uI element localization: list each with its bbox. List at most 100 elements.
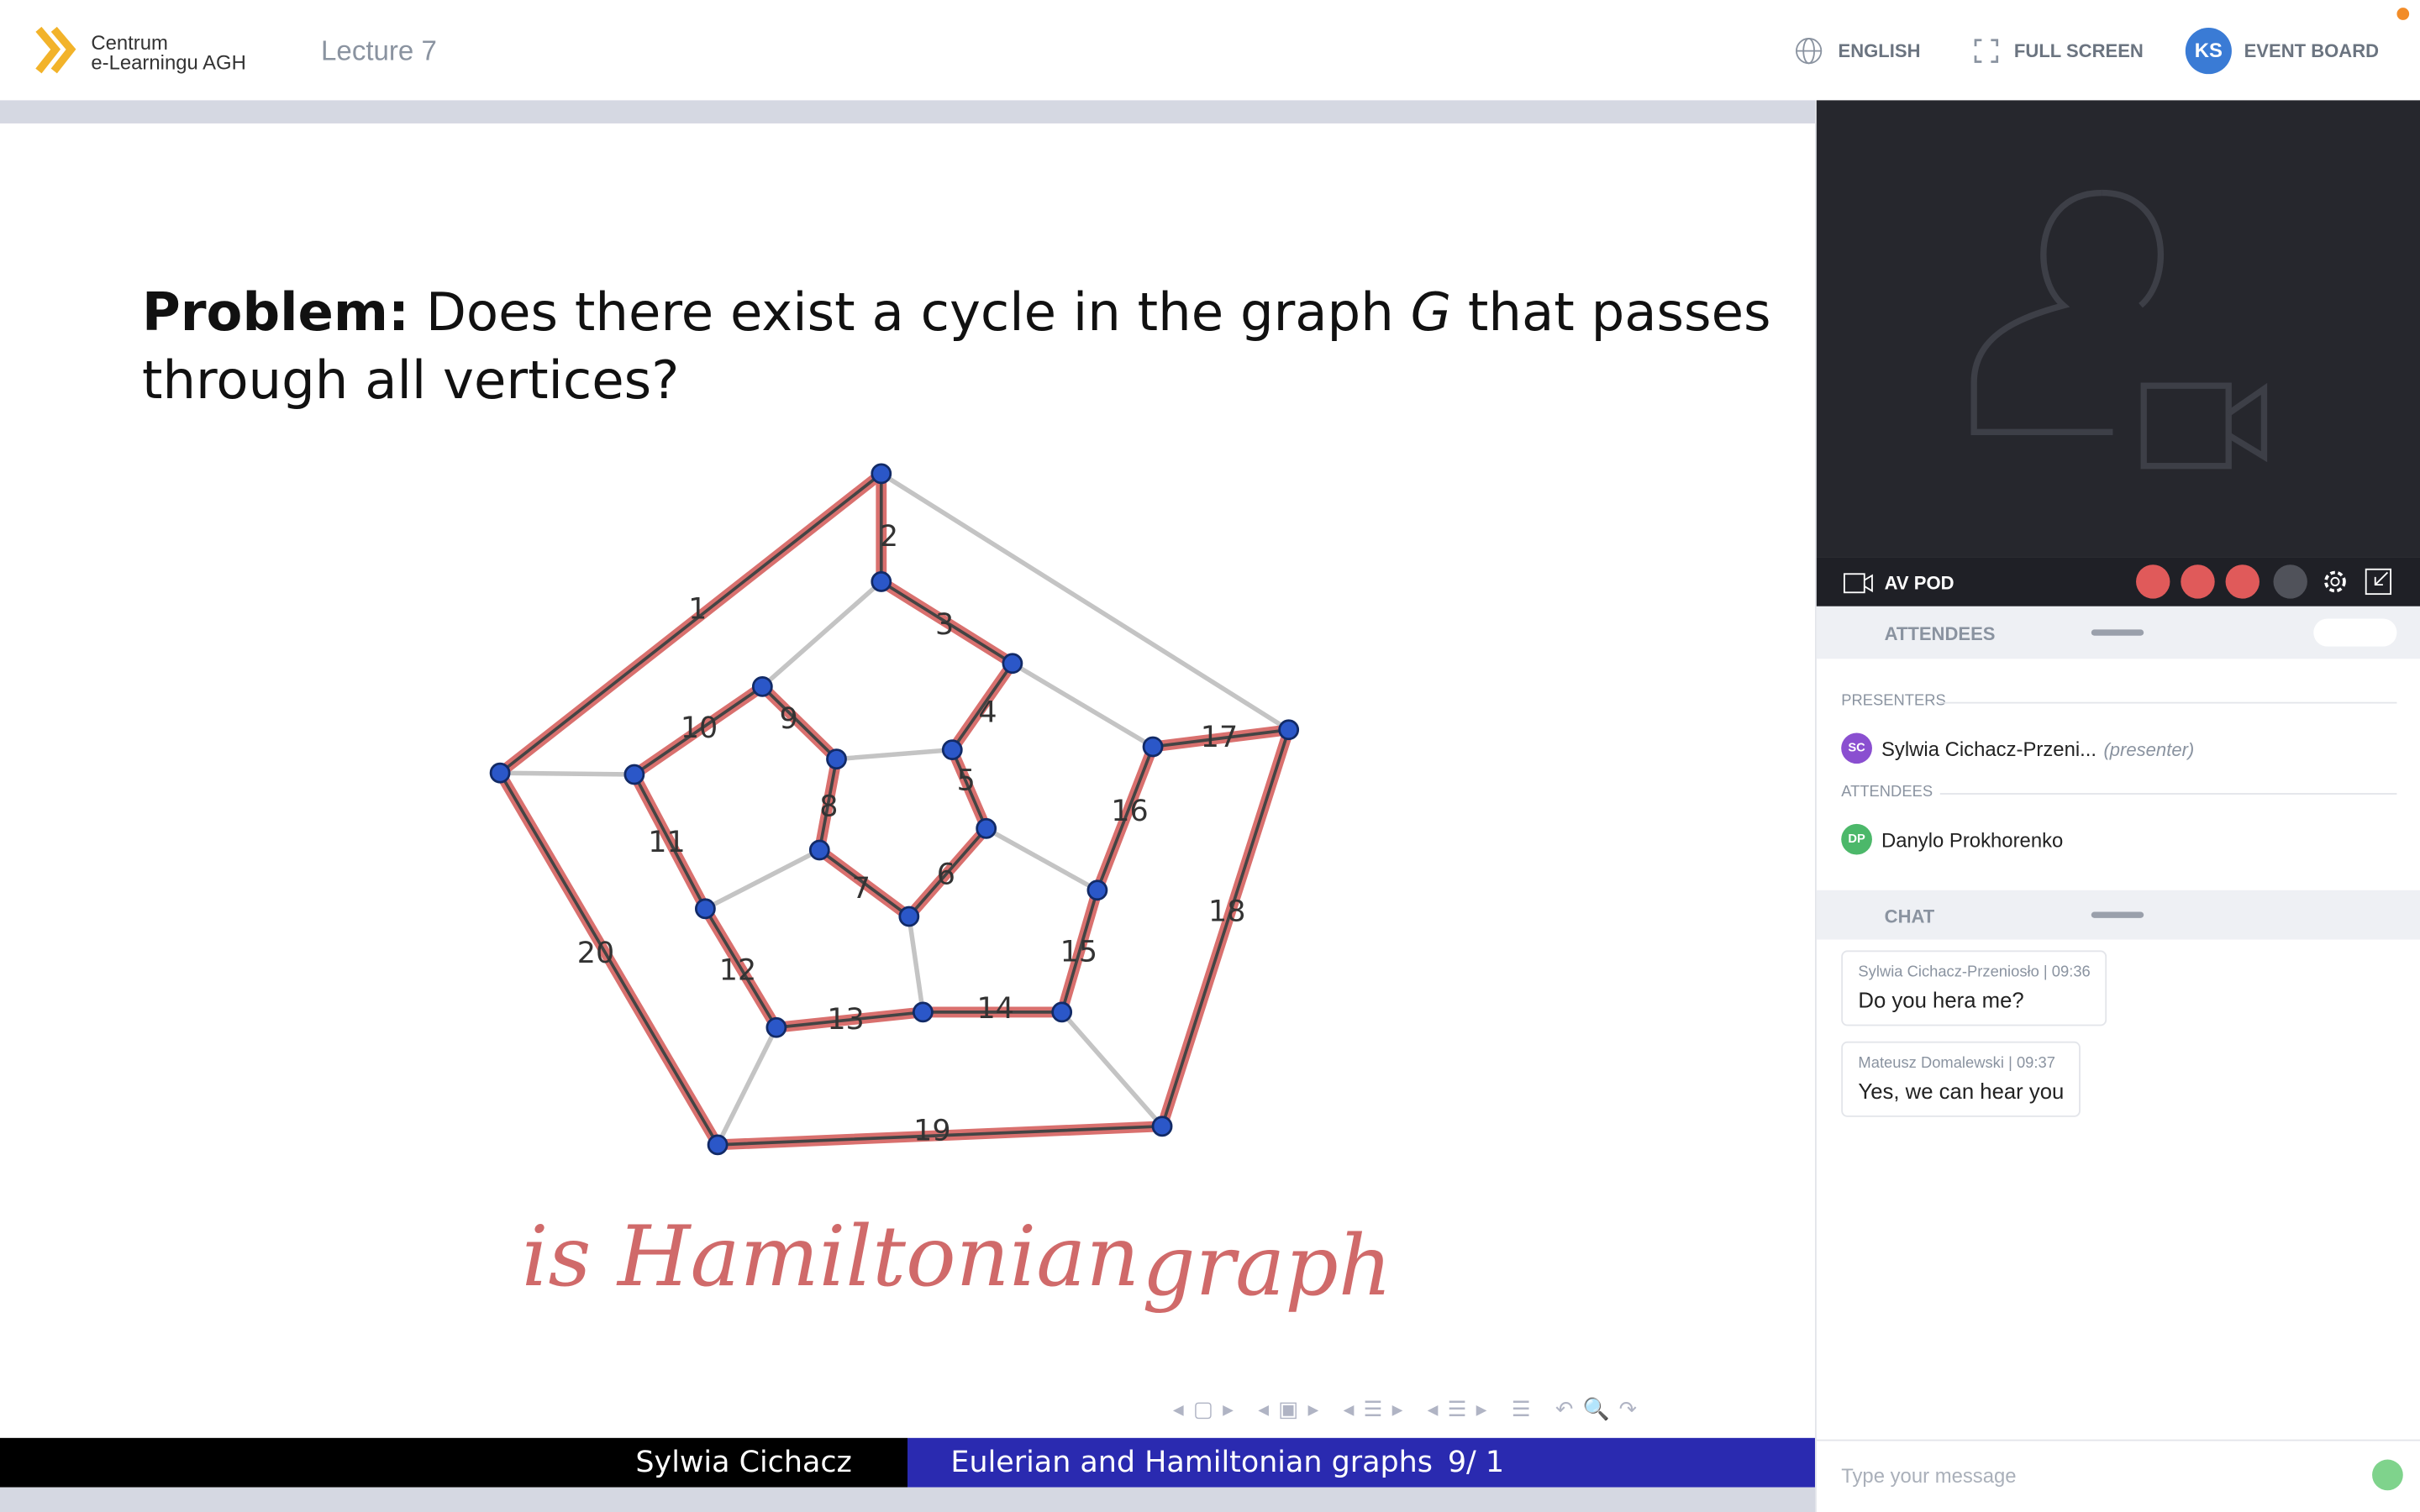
camera-toggle[interactable] (2136, 564, 2170, 599)
chat-message: Mateusz Domalewski | 09:37 Yes, we can h… (1841, 1041, 2081, 1117)
minimize-icon[interactable] (2363, 566, 2394, 597)
problem-text: that passes (1467, 282, 1771, 344)
presenter-role: (presenter) (2103, 738, 2195, 761)
graph-vertex (1086, 879, 1108, 901)
graph-edge (983, 826, 1100, 893)
message-meta: Mateusz Domalewski | 09:37 (1858, 1055, 2055, 1073)
edge-label: 1 (688, 593, 707, 627)
edge-label: 18 (1208, 895, 1245, 929)
notification-dot (2396, 8, 2410, 20)
graph-edge (633, 773, 708, 911)
graph-vertex (1142, 736, 1164, 758)
edge-label: 14 (976, 992, 1013, 1026)
chat-message: Sylwia Cichacz-Przeniosło | 09:36 Do you… (1841, 950, 2107, 1026)
slide-area: Problem: Does there exist a cycle in the… (0, 100, 1815, 1512)
language-button[interactable]: ENGLISH (1838, 39, 1921, 62)
lecture-title: Lecture 7 (321, 35, 437, 66)
graph-edge (907, 827, 988, 918)
graph-vertex (826, 748, 847, 770)
edge-label: 13 (827, 1003, 864, 1037)
video-area (1816, 100, 2420, 558)
message-text: Yes, we can hear you (1858, 1078, 2065, 1104)
graph-vertex (912, 1001, 934, 1023)
drag-handle[interactable] (2091, 911, 2144, 918)
graph-vertex (751, 675, 773, 697)
divider (1816, 1439, 2420, 1441)
footer-page: 9/ 1 (1447, 1446, 1505, 1480)
slide-top-bar (0, 100, 1815, 123)
graph-edge (703, 906, 778, 1030)
message-time: 09:37 (2016, 1055, 2055, 1073)
search-box[interactable] (2313, 618, 2397, 647)
chat-toggle[interactable] (2273, 564, 2307, 599)
camera-placeholder (1970, 189, 2268, 470)
av-toolbar: AV POD (1816, 557, 2420, 606)
edge-label: 9 (779, 702, 797, 736)
graph-edge (702, 848, 823, 911)
globe-icon[interactable] (1795, 37, 1823, 65)
graph-vertex (765, 1016, 787, 1038)
edge-label: 7 (852, 872, 871, 906)
graph-edge (498, 771, 719, 1147)
graph-vertex (941, 739, 963, 761)
graph-edge (818, 848, 911, 918)
footer-title-bar: Eulerian and Hamiltonian graphs 9/ 1 (907, 1437, 1815, 1488)
edge-label: 4 (978, 696, 997, 730)
graph-edge (907, 914, 926, 1015)
settings-icon[interactable] (2320, 566, 2351, 597)
event-board-button[interactable]: EVENT BOARD (2244, 39, 2380, 62)
edge-label: 2 (880, 520, 898, 554)
graph-edge (760, 579, 884, 690)
graph-edge (760, 685, 839, 761)
edge-label: 8 (819, 790, 838, 824)
graph-edge (633, 685, 765, 776)
edge-label: 3 (935, 608, 954, 642)
message-input[interactable]: Type your message (1841, 1464, 2017, 1488)
footer-title: Eulerian and Hamiltonian graphs (950, 1446, 1433, 1480)
fullscreen-icon[interactable] (1974, 39, 1999, 63)
graph-vertex (1278, 719, 1300, 741)
footer-author: Sylwia Cichacz (0, 1437, 908, 1488)
graph-vertex (871, 463, 892, 485)
graph-vertex (976, 817, 997, 839)
user-avatar[interactable]: KS (2185, 28, 2232, 75)
handwriting: is Hamiltonian (521, 1208, 1140, 1305)
graph-edge (834, 747, 955, 762)
attendee-avatar: DP (1841, 823, 1872, 855)
graph-edge (1010, 661, 1155, 749)
header: Centrum e-Learningu AGH Lecture 7 ENGLIS… (0, 0, 2420, 101)
divider (1939, 793, 2397, 795)
edge-label: 12 (719, 953, 756, 987)
slide-bottom-bar (0, 1487, 1815, 1512)
presenters-heading: PRESENTERS (1841, 692, 1946, 710)
graph-edge (1059, 1010, 1165, 1129)
edge-label: 15 (1060, 935, 1097, 969)
graph-vertex (898, 906, 920, 927)
drag-handle[interactable] (2091, 629, 2144, 636)
fullscreen-button[interactable]: FULL SCREEN (2013, 39, 2144, 62)
graph-edge (716, 1124, 1164, 1147)
graph-edge (1151, 727, 1291, 748)
edge-label: 16 (1111, 795, 1148, 828)
logo-line1: Centrum (91, 30, 168, 55)
beamer-nav[interactable]: ◂▢▸ ◂▣▸ ◂☰▸ ◂☰▸ ☰ ↶🔍↷ (1172, 1396, 1647, 1421)
edge-label: 6 (937, 858, 955, 891)
edge-label: 20 (577, 937, 614, 970)
logo-icon (35, 26, 76, 74)
av-pod-title: AV POD (1884, 572, 1954, 595)
graph-edge (879, 471, 1292, 732)
send-button[interactable] (2372, 1459, 2403, 1491)
chat-header: CHAT (1816, 890, 2420, 940)
camera-icon (1843, 573, 1873, 594)
share-toggle[interactable] (2225, 564, 2260, 599)
edge-label: 11 (648, 826, 685, 859)
problem-line2: through all vertices? (141, 349, 680, 412)
graph-vertex (808, 839, 830, 861)
problem-text: Does there exist a cycle in the graph (425, 282, 1394, 344)
graph-vertex (1151, 1116, 1173, 1137)
graph-vertex (1051, 1001, 1073, 1023)
mic-toggle[interactable] (2181, 564, 2215, 599)
